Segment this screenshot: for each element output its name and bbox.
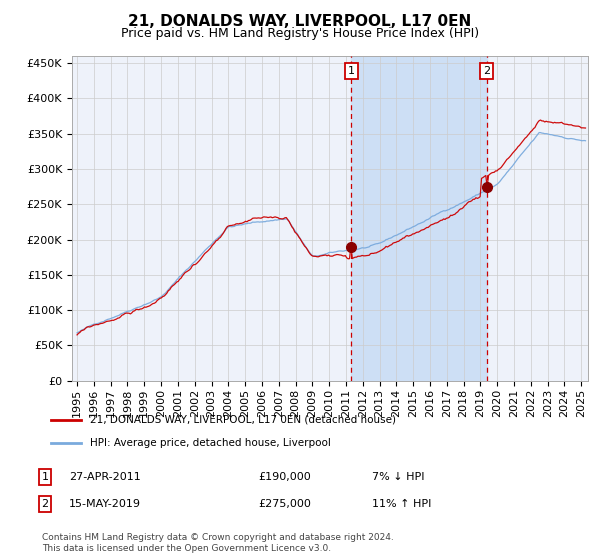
Text: 7% ↓ HPI: 7% ↓ HPI bbox=[372, 472, 425, 482]
Text: £190,000: £190,000 bbox=[258, 472, 311, 482]
Text: Contains HM Land Registry data © Crown copyright and database right 2024.
This d: Contains HM Land Registry data © Crown c… bbox=[42, 533, 394, 553]
Text: HPI: Average price, detached house, Liverpool: HPI: Average price, detached house, Live… bbox=[89, 438, 331, 448]
Text: 15-MAY-2019: 15-MAY-2019 bbox=[69, 499, 141, 509]
Text: 2: 2 bbox=[41, 499, 49, 509]
Bar bbox=[352, 56, 487, 381]
Text: £275,000: £275,000 bbox=[258, 499, 311, 509]
Text: 1: 1 bbox=[348, 66, 355, 76]
Text: 2: 2 bbox=[483, 66, 490, 76]
Text: 27-APR-2011: 27-APR-2011 bbox=[69, 472, 141, 482]
Text: 1: 1 bbox=[41, 472, 49, 482]
Text: Price paid vs. HM Land Registry's House Price Index (HPI): Price paid vs. HM Land Registry's House … bbox=[121, 27, 479, 40]
Text: 21, DONALDS WAY, LIVERPOOL, L17 0EN: 21, DONALDS WAY, LIVERPOOL, L17 0EN bbox=[128, 14, 472, 29]
Text: 21, DONALDS WAY, LIVERPOOL, L17 0EN (detached house): 21, DONALDS WAY, LIVERPOOL, L17 0EN (det… bbox=[89, 414, 395, 424]
Text: 11% ↑ HPI: 11% ↑ HPI bbox=[372, 499, 431, 509]
